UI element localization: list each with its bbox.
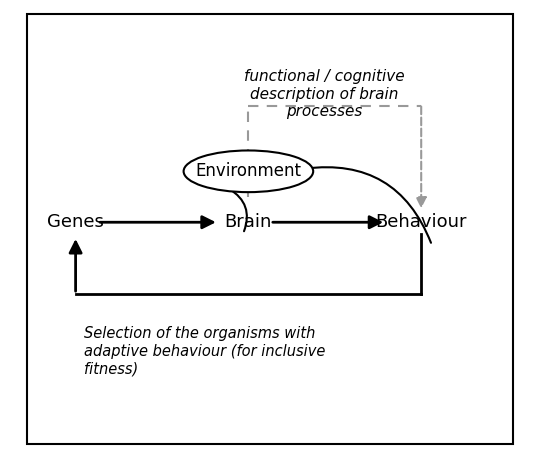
Text: Genes: Genes [47,213,104,231]
Text: functional / cognitive
description of brain
processes: functional / cognitive description of br… [244,69,404,119]
Text: Brain: Brain [225,213,272,231]
Text: Behaviour: Behaviour [375,213,467,231]
Ellipse shape [184,150,313,192]
FancyBboxPatch shape [27,14,513,444]
Text: Selection of the organisms with
adaptive behaviour (for inclusive
fitness): Selection of the organisms with adaptive… [84,326,325,376]
Text: Environment: Environment [195,163,301,180]
